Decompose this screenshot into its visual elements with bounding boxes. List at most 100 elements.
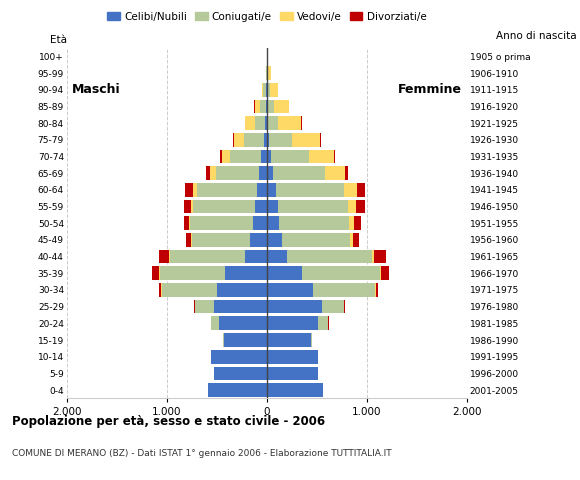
Bar bbox=[192, 233, 250, 247]
Text: COMUNE DI MERANO (BZ) - Dati ISTAT 1° gennaio 2006 - Elaborazione TUTTITALIA.IT: COMUNE DI MERANO (BZ) - Dati ISTAT 1° ge… bbox=[12, 449, 392, 458]
Bar bbox=[220, 150, 222, 163]
Legend: Celibi/Nubili, Coniugati/e, Vedovi/e, Divorziati/e: Celibi/Nubili, Coniugati/e, Vedovi/e, Di… bbox=[103, 8, 430, 26]
Bar bbox=[265, 116, 267, 130]
Bar bbox=[267, 333, 311, 347]
Bar bbox=[282, 233, 350, 247]
Bar bbox=[372, 250, 374, 264]
Bar bbox=[259, 166, 267, 180]
Bar bbox=[162, 283, 217, 297]
Bar bbox=[267, 233, 282, 247]
Bar bbox=[357, 183, 365, 197]
Bar bbox=[348, 200, 356, 213]
Bar bbox=[374, 250, 386, 264]
Bar bbox=[208, 383, 267, 397]
Bar bbox=[186, 233, 191, 247]
Bar bbox=[188, 216, 190, 230]
Bar bbox=[234, 133, 244, 146]
Bar bbox=[267, 116, 269, 130]
Bar bbox=[267, 200, 278, 213]
Bar bbox=[184, 216, 189, 230]
Bar bbox=[267, 83, 270, 96]
Bar bbox=[268, 99, 274, 113]
Bar bbox=[382, 266, 389, 280]
Text: Popolazione per età, sesso e stato civile - 2006: Popolazione per età, sesso e stato civil… bbox=[12, 415, 325, 428]
Text: Femmine: Femmine bbox=[398, 83, 462, 96]
Bar bbox=[268, 66, 271, 80]
Bar bbox=[225, 266, 267, 280]
Bar bbox=[313, 283, 375, 297]
Bar bbox=[269, 133, 292, 146]
Bar bbox=[217, 283, 267, 297]
Bar bbox=[262, 83, 263, 96]
Bar bbox=[211, 350, 267, 363]
Bar bbox=[322, 300, 344, 313]
Bar bbox=[287, 250, 372, 264]
Bar bbox=[267, 150, 271, 163]
Bar bbox=[267, 367, 318, 380]
Bar bbox=[244, 133, 264, 146]
Bar bbox=[279, 216, 349, 230]
Bar bbox=[255, 116, 265, 130]
Bar bbox=[376, 283, 378, 297]
Bar bbox=[160, 250, 169, 264]
Bar bbox=[197, 183, 257, 197]
Text: Maschi: Maschi bbox=[72, 83, 120, 96]
Bar bbox=[318, 316, 328, 330]
Bar bbox=[193, 183, 197, 197]
Bar bbox=[271, 150, 309, 163]
Bar bbox=[320, 133, 321, 146]
Bar bbox=[224, 333, 267, 347]
Bar bbox=[152, 266, 160, 280]
Bar bbox=[211, 166, 216, 180]
Bar bbox=[267, 283, 313, 297]
Bar bbox=[267, 250, 287, 264]
Bar bbox=[267, 300, 322, 313]
Bar bbox=[230, 150, 262, 163]
Bar bbox=[350, 233, 353, 247]
Bar bbox=[264, 133, 267, 146]
Bar bbox=[262, 150, 267, 163]
Bar bbox=[195, 300, 214, 313]
Bar bbox=[255, 99, 260, 113]
Bar bbox=[269, 116, 278, 130]
Bar bbox=[223, 333, 224, 347]
Bar bbox=[309, 150, 334, 163]
Bar bbox=[193, 200, 255, 213]
Bar bbox=[344, 183, 357, 197]
Text: Anno di nascita: Anno di nascita bbox=[496, 31, 577, 41]
Bar bbox=[255, 200, 267, 213]
Bar bbox=[267, 133, 269, 146]
Bar bbox=[273, 166, 325, 180]
Bar bbox=[380, 266, 382, 280]
Bar bbox=[160, 283, 161, 297]
Bar bbox=[214, 300, 267, 313]
Bar bbox=[354, 216, 361, 230]
Bar bbox=[274, 99, 289, 113]
Bar bbox=[250, 233, 267, 247]
Bar bbox=[216, 166, 259, 180]
Bar bbox=[257, 183, 267, 197]
Bar bbox=[267, 99, 268, 113]
Bar bbox=[267, 66, 268, 80]
Bar bbox=[245, 250, 267, 264]
Bar bbox=[292, 133, 320, 146]
Bar bbox=[345, 166, 349, 180]
Bar bbox=[184, 200, 191, 213]
Bar bbox=[214, 367, 267, 380]
Bar bbox=[267, 183, 276, 197]
Bar bbox=[311, 333, 312, 347]
Bar bbox=[222, 150, 230, 163]
Bar bbox=[253, 216, 267, 230]
Bar bbox=[170, 250, 245, 264]
Bar bbox=[185, 183, 193, 197]
Bar bbox=[267, 166, 273, 180]
Bar bbox=[191, 200, 193, 213]
Bar bbox=[375, 283, 376, 297]
Bar bbox=[356, 200, 365, 213]
Bar bbox=[206, 166, 211, 180]
Bar bbox=[302, 266, 380, 280]
Bar bbox=[334, 150, 335, 163]
Bar bbox=[267, 316, 318, 330]
Bar bbox=[266, 99, 267, 113]
Bar bbox=[276, 183, 344, 197]
